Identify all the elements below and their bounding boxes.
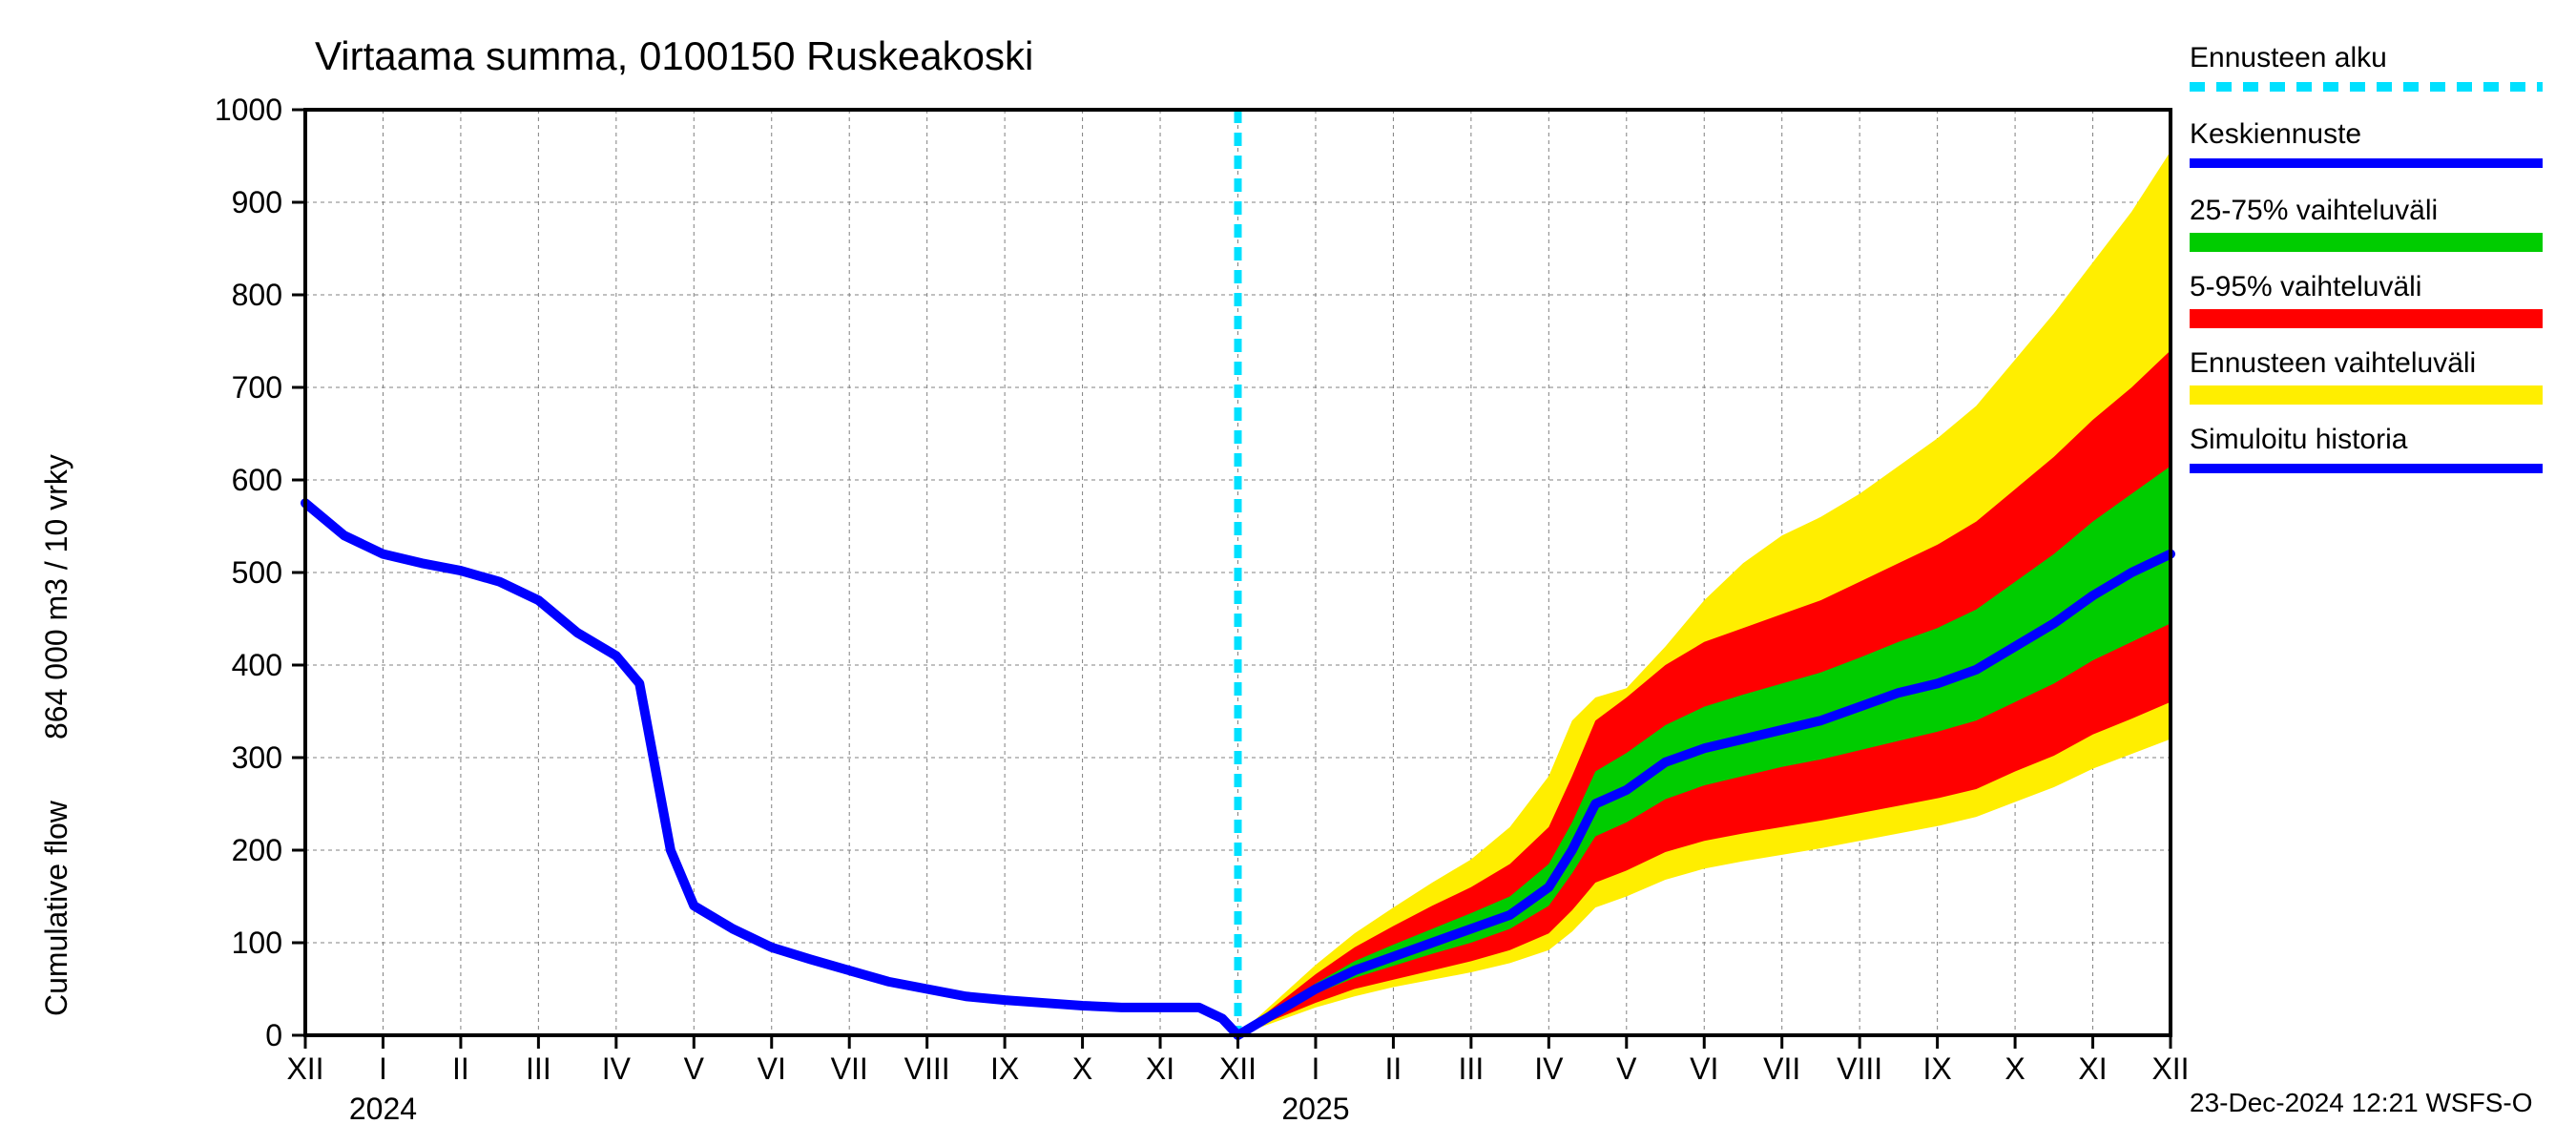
y-tick-label: 0 [265,1018,282,1052]
legend-swatch [2190,309,2543,328]
x-tick-label: VII [831,1051,868,1086]
x-tick-label: IV [602,1051,632,1086]
legend-item-label: Ennusteen vaihteluväli [2190,347,2476,379]
y-tick-label: 200 [232,833,282,867]
y-tick-label: 1000 [215,93,282,127]
legend-item-label: 5-95% vaihteluväli [2190,271,2421,302]
x-tick-label: IV [1534,1051,1564,1086]
y-tick-label: 300 [232,740,282,775]
x-tick-label: II [1385,1051,1402,1086]
x-tick-label: XI [2078,1051,2107,1086]
y-tick-label: 600 [232,463,282,497]
x-tick-label: XII [286,1051,323,1086]
legend: Ennusteen alku Keskiennuste 25-75% vaihtel… [2190,42,2543,468]
x-tick-label: VII [1763,1051,1800,1086]
x-tick-label: VI [1690,1051,1718,1086]
legend-swatch [2190,233,2543,252]
y-tick-label: 700 [232,370,282,405]
x-tick-label: II [452,1051,469,1086]
x-tick-label: VIII [1837,1051,1882,1086]
x-tick-label: III [526,1051,551,1086]
x-tick-label: I [1312,1051,1320,1086]
x-tick-label: IX [990,1051,1019,1086]
legend-item-label: Keskiennuste [2190,118,2361,150]
svg-text:Cumulative flow: Cumulative flow [39,800,73,1016]
y-tick-label: 100 [232,926,282,960]
x-tick-label: V [1616,1051,1637,1086]
x-tick-label: IX [1923,1051,1952,1086]
x-tick-label: V [684,1051,705,1086]
x-tick-label: I [379,1051,387,1086]
x-tick-label: III [1459,1051,1485,1086]
legend-swatch [2190,385,2543,405]
flow-forecast-chart: 01002003004005006007008009001000XIIIIIII… [0,0,2576,1145]
x-tick-label: VIII [904,1051,950,1086]
y-tick-label: 800 [232,278,282,312]
x-tick-label: X [1072,1051,1092,1086]
y-tick-label: 900 [232,185,282,219]
year-label: 2025 [1281,1092,1349,1126]
x-tick-label: XII [1219,1051,1257,1086]
x-tick-label: XII [2151,1051,2189,1086]
legend-item-label: Simuloitu historia [2190,424,2408,455]
chart-title: Virtaama summa, 0100150 Ruskeakoski [315,33,1033,78]
legend-item-label: 25-75% vaihteluväli [2190,195,2438,226]
y-tick-label: 400 [232,648,282,682]
svg-text:864 000 m3 / 10 vrky: 864 000 m3 / 10 vrky [39,454,73,739]
x-tick-label: VI [758,1051,786,1086]
year-label: 2024 [349,1092,417,1126]
y-tick-label: 500 [232,555,282,590]
x-tick-label: X [2005,1051,2025,1086]
y-axis-label: Cumulative flow 864 000 m3 / 10 vrky [39,454,73,1016]
legend-item-label: Ennusteen alku [2190,42,2387,73]
x-tick-label: XI [1146,1051,1174,1086]
chart-footer: 23-Dec-2024 12:21 WSFS-O [2190,1088,2533,1117]
